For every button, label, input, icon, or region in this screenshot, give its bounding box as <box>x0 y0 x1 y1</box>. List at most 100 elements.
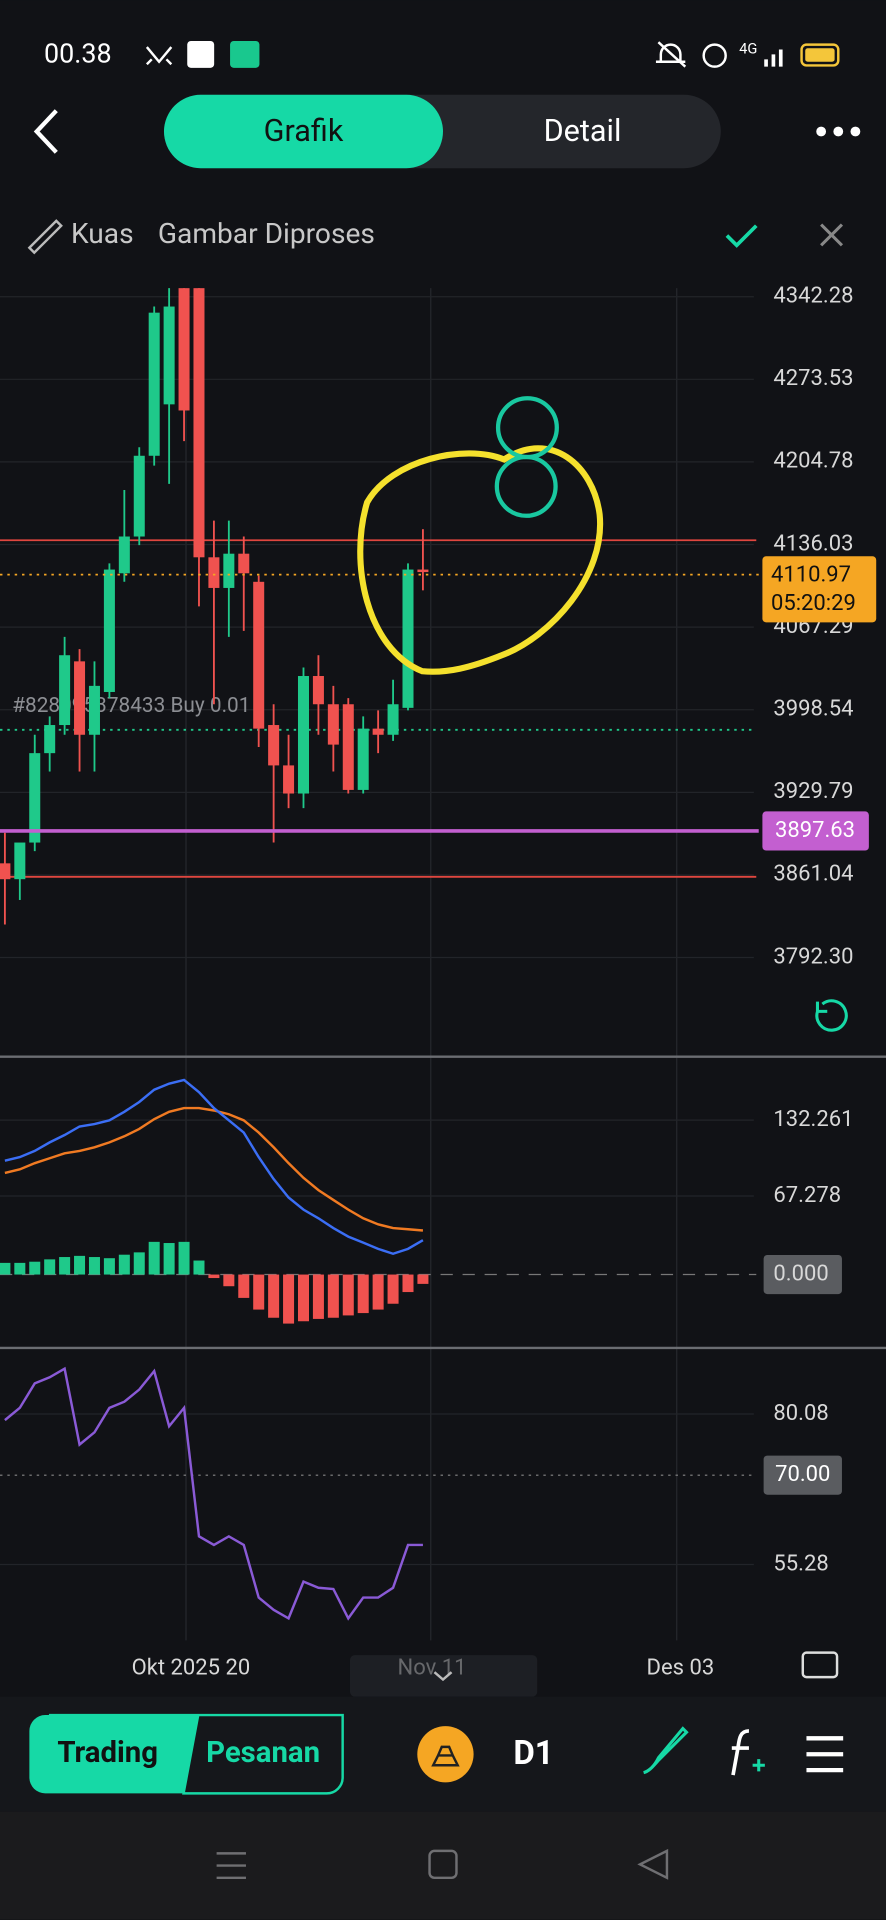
candle-body <box>44 725 56 754</box>
indicator-button[interactable] <box>731 1729 750 1776</box>
candle-body <box>357 728 369 790</box>
candle-body <box>268 725 280 766</box>
candle-body <box>103 569 115 692</box>
signal-line <box>4 1106 424 1232</box>
histogram-bar <box>253 1274 265 1310</box>
histogram-bar <box>387 1274 399 1304</box>
y-tick-label: 4342.28 <box>773 284 853 309</box>
candle-body <box>238 553 250 574</box>
histogram-bar <box>283 1274 295 1324</box>
histogram-bar <box>357 1274 369 1314</box>
candle-body <box>148 312 160 456</box>
candle-body <box>133 455 145 537</box>
drawn-circle <box>494 454 558 518</box>
brush-label: Kuas <box>71 217 134 250</box>
status-icon <box>145 46 173 66</box>
candle-body <box>417 569 429 573</box>
y-tick-label: 4136.03 <box>773 531 853 556</box>
histogram-bar <box>88 1257 100 1275</box>
y-tick-label: 3861.04 <box>773 862 853 887</box>
trading-button[interactable] <box>29 1715 199 1794</box>
system-nav <box>0 1811 886 1920</box>
tab-label: Detail <box>544 114 622 149</box>
network-label: 4G <box>739 39 757 57</box>
app-icon <box>187 40 215 68</box>
scroll-handle[interactable] <box>349 1655 538 1697</box>
candle-body <box>178 288 190 411</box>
histogram-bar <box>402 1274 414 1293</box>
histogram-bar <box>268 1274 280 1318</box>
nav-menu[interactable] <box>216 1852 246 1880</box>
candle-body <box>372 728 384 735</box>
y-tick-label: 132.261 <box>773 1107 853 1132</box>
more-button[interactable] <box>816 126 861 137</box>
histogram-bar <box>14 1262 26 1275</box>
layout-button[interactable] <box>801 1651 839 1679</box>
histogram-bar <box>163 1243 175 1275</box>
order-label: #828095378433 Buy 0.01 <box>12 694 250 718</box>
histogram-bar <box>59 1257 71 1275</box>
price-tag <box>762 556 877 623</box>
y-tick-label: 80.08 <box>773 1401 828 1426</box>
draw-button[interactable] <box>643 1726 689 1775</box>
histogram-bar <box>297 1274 309 1322</box>
nav-home[interactable] <box>428 1849 458 1880</box>
histogram-bar <box>312 1274 324 1319</box>
menu-button[interactable] <box>806 1736 844 1773</box>
candle-body <box>74 661 86 735</box>
current-price-label: 4110.97 <box>771 563 851 588</box>
rsi-level-label: 70.00 <box>775 1462 830 1487</box>
y-tick-label: 3929.79 <box>773 779 853 804</box>
histogram-bar <box>0 1262 11 1275</box>
histogram-bar <box>417 1274 429 1284</box>
histogram-bar <box>342 1274 354 1316</box>
y-tick-label: 4273.53 <box>773 366 853 391</box>
y-tick-label: 4204.78 <box>773 449 853 474</box>
histogram-bar <box>178 1241 190 1275</box>
y-tick-label: 0.000 <box>773 1261 828 1286</box>
orders-button-border <box>48 1713 344 1795</box>
tab-active[interactable] <box>163 94 443 169</box>
timeframe-label[interactable]: D1 <box>513 1734 553 1773</box>
reset-button[interactable] <box>815 999 848 1032</box>
trading-label: Trading <box>57 1736 158 1770</box>
rsi-line <box>4 1366 423 1621</box>
candle-body <box>283 765 295 794</box>
status-label: Gambar Diproses <box>158 217 375 250</box>
candle-body <box>59 655 71 726</box>
histogram-bar <box>118 1254 130 1275</box>
battery-icon <box>800 43 840 67</box>
candle-body <box>14 842 26 880</box>
macd-line <box>4 1078 424 1256</box>
nav-back[interactable] <box>637 1848 669 1880</box>
histogram-bar <box>44 1259 56 1275</box>
candle-body <box>312 676 324 705</box>
histogram-bar <box>327 1274 339 1318</box>
confirm-button[interactable] <box>725 224 758 248</box>
back-button[interactable] <box>33 109 58 154</box>
orders-label: Pesanan <box>206 1736 320 1770</box>
y-tick-label: 67.278 <box>773 1183 841 1208</box>
histogram-bar <box>103 1258 115 1275</box>
histogram-bar <box>133 1252 145 1275</box>
status-time: 00.38 <box>44 38 112 70</box>
x-tick-label: Nov 11 <box>397 1655 466 1680</box>
drawn-shape <box>357 445 604 675</box>
histogram-bar <box>372 1274 384 1310</box>
gold-icon <box>431 1745 460 1767</box>
y-tick-label: 3792.30 <box>773 944 853 969</box>
close-button[interactable] <box>820 223 844 247</box>
brush-icon <box>27 219 63 255</box>
histogram-bar <box>208 1274 220 1279</box>
candle-body <box>88 685 100 735</box>
countdown-label: 05:20:29 <box>771 591 856 616</box>
rsi-level-tag <box>763 1455 842 1495</box>
candle-body <box>253 581 265 729</box>
candle-body <box>402 569 414 708</box>
level-label: 3897.63 <box>775 818 855 843</box>
histogram-bar <box>223 1274 235 1287</box>
candle-body <box>208 557 220 588</box>
